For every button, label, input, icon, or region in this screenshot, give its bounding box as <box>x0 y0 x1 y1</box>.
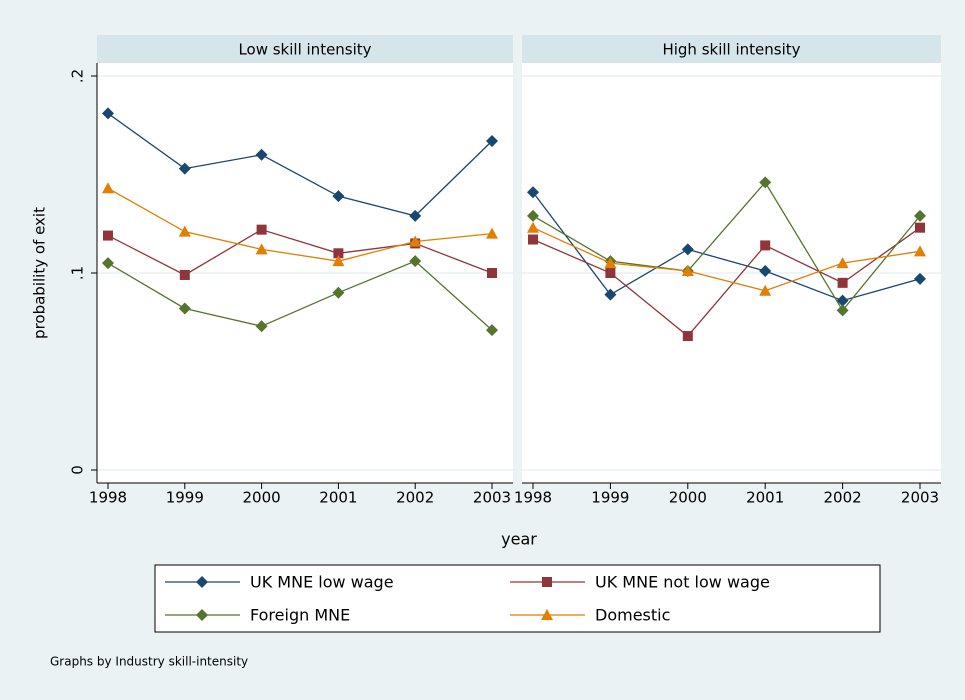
y-tick-label: .1 <box>69 266 87 280</box>
point <box>682 331 693 342</box>
point <box>914 272 926 285</box>
series-line <box>532 227 921 337</box>
point <box>914 209 926 222</box>
point <box>759 265 772 278</box>
legend-label: Domestic <box>595 606 670 625</box>
point <box>837 277 848 288</box>
point <box>256 224 267 235</box>
point <box>102 107 114 120</box>
y-tick-label: 0 <box>69 465 87 475</box>
point <box>102 257 114 270</box>
point <box>487 268 497 278</box>
x-tick-label: 1999 <box>591 489 629 507</box>
x-tick-label: 2001 <box>319 489 357 507</box>
x-tick-label: 2000 <box>669 489 707 507</box>
x-tick-label: 1998 <box>89 489 127 507</box>
panel-title: Low skill intensity <box>238 41 371 59</box>
legend-marker <box>542 577 552 587</box>
point <box>527 209 539 222</box>
point <box>836 304 849 317</box>
point <box>604 257 617 269</box>
point <box>409 255 422 268</box>
point <box>409 235 422 247</box>
point <box>528 234 538 245</box>
point <box>604 288 617 301</box>
legend-marker <box>196 576 208 588</box>
x-tick-label: 2000 <box>243 489 281 507</box>
point <box>409 209 422 222</box>
point <box>914 245 926 257</box>
point <box>527 221 539 233</box>
point <box>527 186 539 199</box>
legend <box>154 564 881 633</box>
legend-marker <box>541 609 553 620</box>
point <box>333 248 344 259</box>
point <box>179 269 190 280</box>
point <box>836 294 849 307</box>
point <box>178 162 191 175</box>
legend-marker <box>196 609 208 621</box>
panel-header <box>522 35 941 63</box>
x-tick-label: 2002 <box>824 489 862 507</box>
x-tick-label: 1999 <box>166 489 204 507</box>
point <box>486 324 498 337</box>
x-tick-label: 2002 <box>396 489 434 507</box>
series-line <box>107 187 493 262</box>
series-line <box>107 228 493 276</box>
point <box>681 243 694 256</box>
point <box>255 243 268 255</box>
point <box>255 148 268 161</box>
point <box>759 284 772 296</box>
y-tick-label: .2 <box>69 69 87 83</box>
series-line <box>107 112 493 217</box>
series-line <box>532 191 921 302</box>
point <box>178 225 191 237</box>
point <box>915 222 925 233</box>
point <box>255 320 268 333</box>
series-line <box>532 227 921 292</box>
point <box>178 302 191 315</box>
point <box>836 257 849 269</box>
x-axis-label: year <box>501 530 537 549</box>
point <box>102 182 114 194</box>
series-line <box>107 260 493 331</box>
point <box>332 190 345 203</box>
point <box>681 265 694 277</box>
point <box>760 240 771 251</box>
panel-header <box>97 35 513 63</box>
point <box>332 286 345 299</box>
x-tick-label: 2003 <box>473 489 511 507</box>
y-axis-label: probability of exit <box>31 207 49 339</box>
point <box>759 176 772 189</box>
legend-label: UK MNE low wage <box>250 573 394 592</box>
legend-label: UK MNE not low wage <box>595 573 770 592</box>
series-line <box>532 181 921 312</box>
panel-title: High skill intensity <box>662 41 800 59</box>
point <box>605 268 616 278</box>
legend-label: Foreign MNE <box>250 606 350 625</box>
point <box>332 255 345 267</box>
x-tick-label: 1998 <box>514 489 552 507</box>
x-tick-label: 2001 <box>746 489 784 507</box>
x-tick-label: 2003 <box>901 489 939 507</box>
note: Graphs by Industry skill-intensity <box>50 655 248 669</box>
point <box>103 230 113 241</box>
point <box>486 227 498 239</box>
point <box>486 135 498 148</box>
